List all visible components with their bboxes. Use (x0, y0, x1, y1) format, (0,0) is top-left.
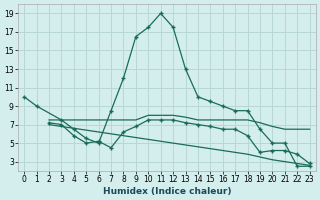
X-axis label: Humidex (Indice chaleur): Humidex (Indice chaleur) (103, 187, 231, 196)
